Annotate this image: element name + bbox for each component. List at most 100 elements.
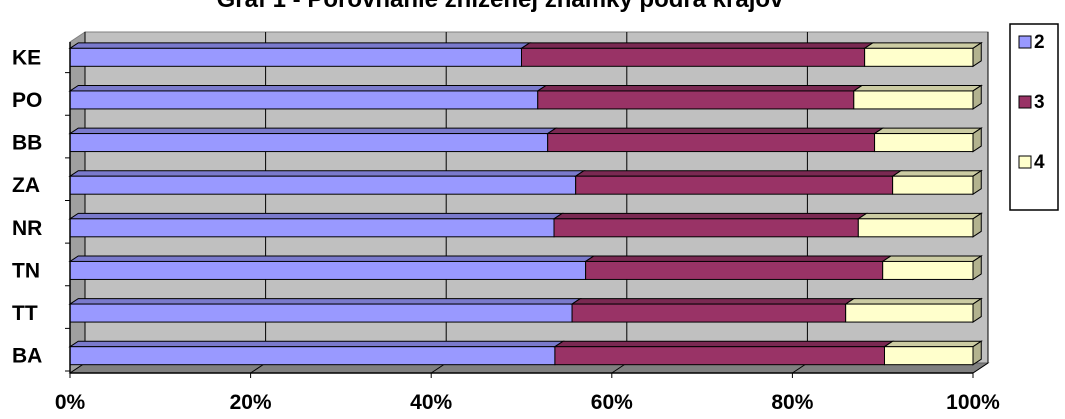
bar-front-face bbox=[69, 260, 587, 280]
bar-top-face bbox=[546, 127, 885, 135]
bar-front-face bbox=[69, 47, 522, 67]
bar-top-face bbox=[574, 170, 903, 177]
bar-front-face bbox=[585, 260, 884, 280]
category-label-ba: BA bbox=[12, 345, 42, 368]
bar-end-face bbox=[972, 255, 982, 281]
legend-label-3: 3 bbox=[1034, 92, 1045, 113]
bar-front-face bbox=[69, 218, 555, 238]
bar-end-face bbox=[972, 41, 982, 68]
bar-top-face bbox=[552, 212, 869, 220]
category-label-tn: TN bbox=[12, 259, 40, 282]
bar-front-face bbox=[69, 303, 573, 323]
bar-top-face bbox=[881, 255, 983, 262]
bar-segment-za-series-4 bbox=[890, 169, 983, 196]
axes bbox=[65, 42, 974, 378]
bar-front-face bbox=[864, 47, 974, 67]
axis-labels: KE PO BB ZA NR TN TT BA 0% 20% 40% 60% 80% 100% bbox=[12, 46, 1000, 414]
bar-top-face bbox=[68, 42, 532, 49]
bar-segment-nr-series-4 bbox=[856, 212, 983, 238]
bar-segment-tn-series-4 bbox=[881, 255, 983, 281]
bar-front-face bbox=[892, 175, 974, 195]
bar-segment-tn-series-2 bbox=[68, 255, 596, 280]
bar-top-face bbox=[862, 42, 983, 49]
bar-front-face bbox=[857, 218, 974, 238]
category-label-bb: BB bbox=[12, 132, 42, 155]
bar-segment-ba-series-3 bbox=[553, 340, 895, 366]
bar-top-face bbox=[856, 212, 983, 220]
bar-end-face bbox=[972, 340, 982, 366]
category-label-po: PO bbox=[12, 89, 42, 112]
bar-top-face bbox=[536, 84, 864, 92]
category-label-za: ZA bbox=[12, 174, 40, 197]
bar-segment-bb-series-4 bbox=[872, 127, 983, 153]
x-tick-label: 100% bbox=[946, 391, 1000, 414]
bar-segment-nr-series-2 bbox=[68, 212, 564, 238]
bar-top-face bbox=[68, 170, 586, 177]
bar-end-face bbox=[972, 169, 982, 196]
bar-segment-tt-series-2 bbox=[68, 298, 582, 323]
bar-segment-po-series-2 bbox=[68, 84, 548, 110]
bar-segment-po-series-4 bbox=[852, 84, 983, 110]
bar-top-face bbox=[68, 212, 564, 220]
bar-segment-za-series-2 bbox=[68, 170, 586, 195]
bar-top-face bbox=[583, 255, 893, 262]
bar-segment-ke-series-2 bbox=[68, 42, 532, 67]
bar-front-face bbox=[69, 175, 577, 195]
plot-wall bbox=[68, 31, 990, 374]
x-tick-label: 40% bbox=[410, 391, 452, 414]
bar-end-face bbox=[972, 212, 982, 238]
bar-front-face bbox=[69, 90, 539, 110]
bar-segment-nr-series-3 bbox=[552, 212, 869, 238]
bar-segment-bb-series-3 bbox=[546, 127, 885, 153]
chart-title: Graf 1 - Porovnanie zníženej známky podľ… bbox=[0, 0, 1000, 14]
bar-segment-po-series-3 bbox=[536, 84, 864, 110]
x-tick-label: 60% bbox=[591, 391, 633, 414]
bar-top-face bbox=[68, 255, 596, 262]
bar-front-face bbox=[845, 303, 974, 323]
legend-swatch-4 bbox=[1018, 155, 1032, 169]
bar-segment-ke-series-3 bbox=[519, 42, 875, 67]
legend: 2 3 4 bbox=[1009, 23, 1059, 211]
bar-top-face bbox=[553, 340, 895, 348]
category-label-ke: KE bbox=[12, 46, 41, 69]
bar-front-face bbox=[547, 133, 876, 153]
bar-top-face bbox=[570, 298, 856, 305]
bar-segment-bb-series-2 bbox=[68, 127, 558, 153]
legend-label-4: 4 bbox=[1034, 152, 1045, 173]
gridline-floor bbox=[972, 362, 989, 374]
bar-segment-ba-series-4 bbox=[882, 340, 983, 366]
legend-swatch-3 bbox=[1018, 95, 1032, 109]
bar-segment-ba-series-2 bbox=[68, 340, 565, 366]
bar-top-face bbox=[872, 127, 983, 135]
bar-top-face bbox=[844, 298, 983, 305]
bar-front-face bbox=[554, 346, 886, 366]
legend-box bbox=[1009, 23, 1059, 211]
bar-front-face bbox=[553, 218, 859, 238]
bar-top-face bbox=[68, 298, 582, 305]
bar-top-face bbox=[519, 42, 875, 49]
bar-top-face bbox=[852, 84, 983, 92]
bar-segment-tt-series-4 bbox=[844, 297, 983, 323]
bar-top-face bbox=[890, 170, 983, 177]
bar-front-face bbox=[521, 47, 866, 67]
bar-front-face bbox=[571, 303, 847, 323]
bar-top-face bbox=[882, 340, 983, 348]
category-label-nr: NR bbox=[12, 217, 42, 240]
bar-front-face bbox=[69, 133, 549, 153]
bar-top-face bbox=[68, 340, 565, 348]
bar-segment-tt-series-3 bbox=[570, 298, 856, 323]
bar-front-face bbox=[853, 90, 974, 110]
bar-end-face bbox=[972, 127, 982, 153]
bar-end-face bbox=[972, 297, 982, 323]
bar-end-face bbox=[972, 84, 982, 110]
bar-top-face bbox=[68, 127, 558, 135]
legend-swatch-2 bbox=[1018, 35, 1032, 49]
bar-front-face bbox=[537, 90, 855, 110]
bar-front-face bbox=[575, 175, 894, 195]
x-tick-label: 0% bbox=[55, 391, 86, 414]
legend-label-2: 2 bbox=[1034, 32, 1045, 53]
bar-segment-tn-series-3 bbox=[583, 255, 893, 280]
bars bbox=[68, 41, 983, 366]
bar-front-face bbox=[884, 346, 974, 366]
